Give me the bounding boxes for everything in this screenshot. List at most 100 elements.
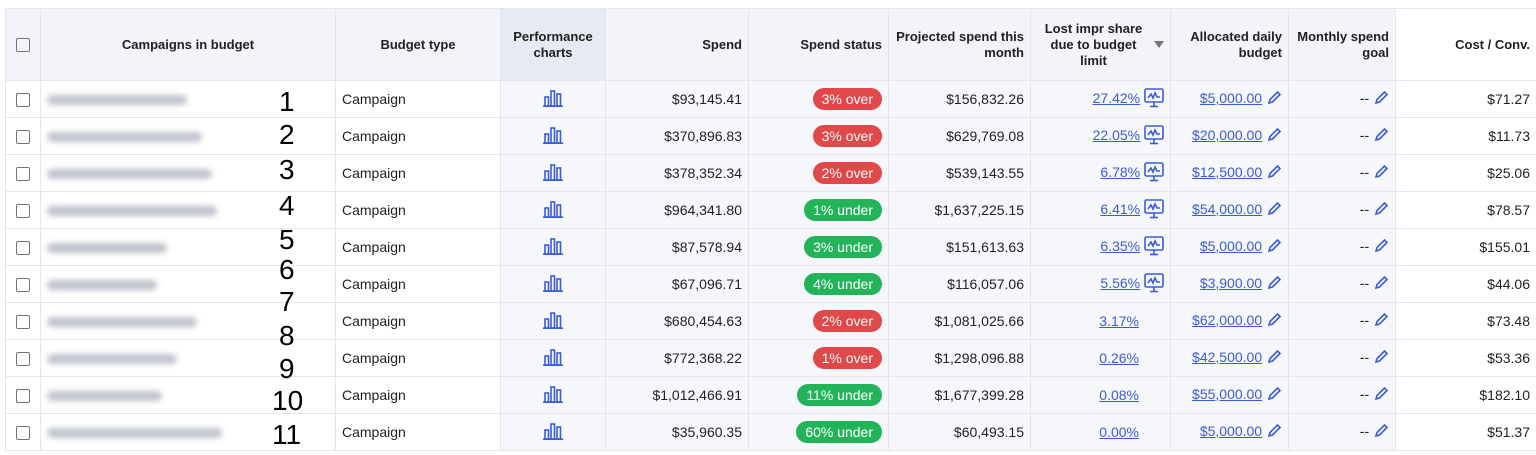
lost-impr-share-link[interactable]: 0.08% — [1099, 387, 1139, 403]
edit-pencil-icon[interactable] — [1373, 275, 1389, 294]
row-checkbox[interactable] — [16, 241, 30, 256]
allocated-budget-link[interactable]: $5,000.00 — [1199, 237, 1263, 254]
header-spend[interactable]: Spend — [605, 8, 749, 81]
campaign-name-cell[interactable] — [40, 413, 336, 451]
redacted-campaign-name[interactable] — [47, 206, 217, 217]
allocated-budget-link[interactable]: $55,000.00 — [1192, 385, 1263, 402]
allocated-budget-link[interactable]: $5,000.00 — [1199, 422, 1263, 439]
bar-chart-icon[interactable] — [543, 422, 563, 443]
edit-pencil-icon[interactable] — [1373, 349, 1389, 368]
bar-chart-icon[interactable] — [543, 311, 563, 332]
lost-impr-share-link[interactable]: 27.42% — [1092, 89, 1141, 106]
monitor-chart-icon[interactable] — [1144, 124, 1164, 148]
allocated-budget-link[interactable]: $5,000.00 — [1199, 89, 1263, 106]
allocated-budget-link[interactable]: $3,900.00 — [1199, 274, 1263, 291]
lost-impr-share-link[interactable]: 22.05% — [1092, 126, 1141, 143]
bar-chart-icon[interactable] — [543, 126, 563, 147]
monitor-chart-icon[interactable] — [1144, 272, 1164, 296]
bar-chart-icon[interactable] — [543, 163, 563, 184]
redacted-campaign-name[interactable] — [47, 428, 222, 439]
allocated-budget-link[interactable]: $42,500.00 — [1192, 348, 1263, 365]
edit-pencil-icon[interactable] — [1373, 423, 1389, 442]
bar-chart-icon[interactable] — [543, 274, 563, 295]
row-checkbox[interactable] — [16, 167, 30, 182]
campaign-name-cell[interactable] — [40, 154, 336, 192]
monitor-chart-icon[interactable] — [1144, 235, 1164, 259]
campaign-name-cell[interactable] — [40, 302, 336, 340]
bar-chart-icon[interactable] — [543, 200, 563, 221]
header-cost-conv[interactable]: Cost / Conv. — [1395, 8, 1536, 81]
redacted-campaign-name[interactable] — [47, 95, 187, 106]
edit-pencil-icon[interactable] — [1266, 349, 1282, 368]
row-checkbox[interactable] — [16, 278, 30, 293]
edit-pencil-icon[interactable] — [1266, 238, 1282, 257]
header-projected[interactable]: Projected spend this month — [888, 8, 1031, 81]
allocated-budget-link[interactable]: $20,000.00 — [1192, 126, 1263, 143]
redacted-campaign-name[interactable] — [47, 391, 162, 402]
monitor-chart-icon[interactable] — [1144, 87, 1164, 111]
campaign-name-cell[interactable] — [40, 228, 336, 266]
lost-impr-share-link[interactable]: 3.17% — [1099, 313, 1139, 329]
edit-pencil-icon[interactable] — [1266, 164, 1282, 183]
edit-pencil-icon[interactable] — [1266, 386, 1282, 405]
edit-pencil-icon[interactable] — [1266, 423, 1282, 442]
edit-pencil-icon[interactable] — [1266, 127, 1282, 146]
campaign-name-cell[interactable] — [40, 376, 336, 414]
redacted-campaign-name[interactable] — [47, 317, 197, 328]
edit-pencil-icon[interactable] — [1266, 90, 1282, 109]
performance-chart-cell — [500, 80, 606, 118]
lost-impr-share-link[interactable]: 5.56% — [1100, 274, 1141, 291]
edit-pencil-icon[interactable] — [1373, 201, 1389, 220]
bar-chart-icon[interactable] — [543, 385, 563, 406]
lost-impr-share-link[interactable]: 0.00% — [1099, 424, 1139, 440]
edit-pencil-icon[interactable] — [1373, 164, 1389, 183]
bar-chart-icon[interactable] — [543, 89, 563, 110]
lost-impr-share-link[interactable]: 6.35% — [1100, 237, 1141, 254]
edit-pencil-icon[interactable] — [1373, 127, 1389, 146]
header-campaigns[interactable]: Campaigns in budget — [40, 8, 336, 81]
campaign-name-cell[interactable] — [40, 191, 336, 229]
allocated-budget-link[interactable]: $12,500.00 — [1192, 163, 1263, 180]
row-checkbox[interactable] — [16, 130, 30, 145]
row-checkbox[interactable] — [16, 93, 30, 108]
header-monthly-goal[interactable]: Monthly spend goal — [1288, 8, 1396, 81]
edit-pencil-icon[interactable] — [1266, 312, 1282, 331]
monitor-chart-icon[interactable] — [1144, 198, 1164, 222]
redacted-campaign-name[interactable] — [47, 280, 157, 291]
select-all-checkbox[interactable] — [16, 38, 30, 53]
header-budget-type[interactable]: Budget type — [335, 8, 501, 81]
monthly-goal-cell: -- — [1288, 339, 1396, 377]
edit-pencil-icon[interactable] — [1373, 386, 1389, 405]
performance-chart-cell — [500, 228, 606, 266]
redacted-campaign-name[interactable] — [47, 354, 177, 365]
lost-impr-share-link[interactable]: 0.26% — [1099, 350, 1139, 366]
row-checkbox[interactable] — [16, 352, 30, 367]
budget-type-cell: Campaign — [335, 154, 501, 192]
row-checkbox[interactable] — [16, 426, 30, 441]
projected-spend-cell: $1,081,025.66 — [888, 302, 1031, 340]
bar-chart-icon[interactable] — [543, 237, 563, 258]
header-allocated[interactable]: Allocated daily budget — [1170, 8, 1289, 81]
redacted-campaign-name[interactable] — [47, 132, 202, 143]
allocated-budget-cell: $12,500.00 — [1170, 154, 1289, 192]
row-checkbox[interactable] — [16, 315, 30, 330]
lost-impr-share-link[interactable]: 6.78% — [1100, 163, 1141, 180]
header-lost-impr-share[interactable]: Lost impr share due to budget limit — [1030, 8, 1171, 81]
bar-chart-icon[interactable] — [543, 348, 563, 369]
monitor-chart-icon[interactable] — [1144, 161, 1164, 185]
redacted-campaign-name[interactable] — [47, 243, 167, 254]
edit-pencil-icon[interactable] — [1266, 201, 1282, 220]
row-checkbox[interactable] — [16, 204, 30, 219]
allocated-budget-link[interactable]: $54,000.00 — [1192, 200, 1263, 217]
lost-impr-share-link[interactable]: 6.41% — [1100, 200, 1141, 217]
header-spend-status[interactable]: Spend status — [748, 8, 889, 81]
edit-pencil-icon[interactable] — [1373, 238, 1389, 257]
edit-pencil-icon[interactable] — [1266, 275, 1282, 294]
edit-pencil-icon[interactable] — [1373, 90, 1389, 109]
projected-spend-cell: $629,769.08 — [888, 117, 1031, 155]
row-checkbox[interactable] — [16, 389, 30, 404]
campaign-name-cell[interactable] — [40, 117, 336, 155]
allocated-budget-link[interactable]: $62,000.00 — [1192, 311, 1263, 328]
redacted-campaign-name[interactable] — [47, 169, 212, 180]
edit-pencil-icon[interactable] — [1373, 312, 1389, 331]
